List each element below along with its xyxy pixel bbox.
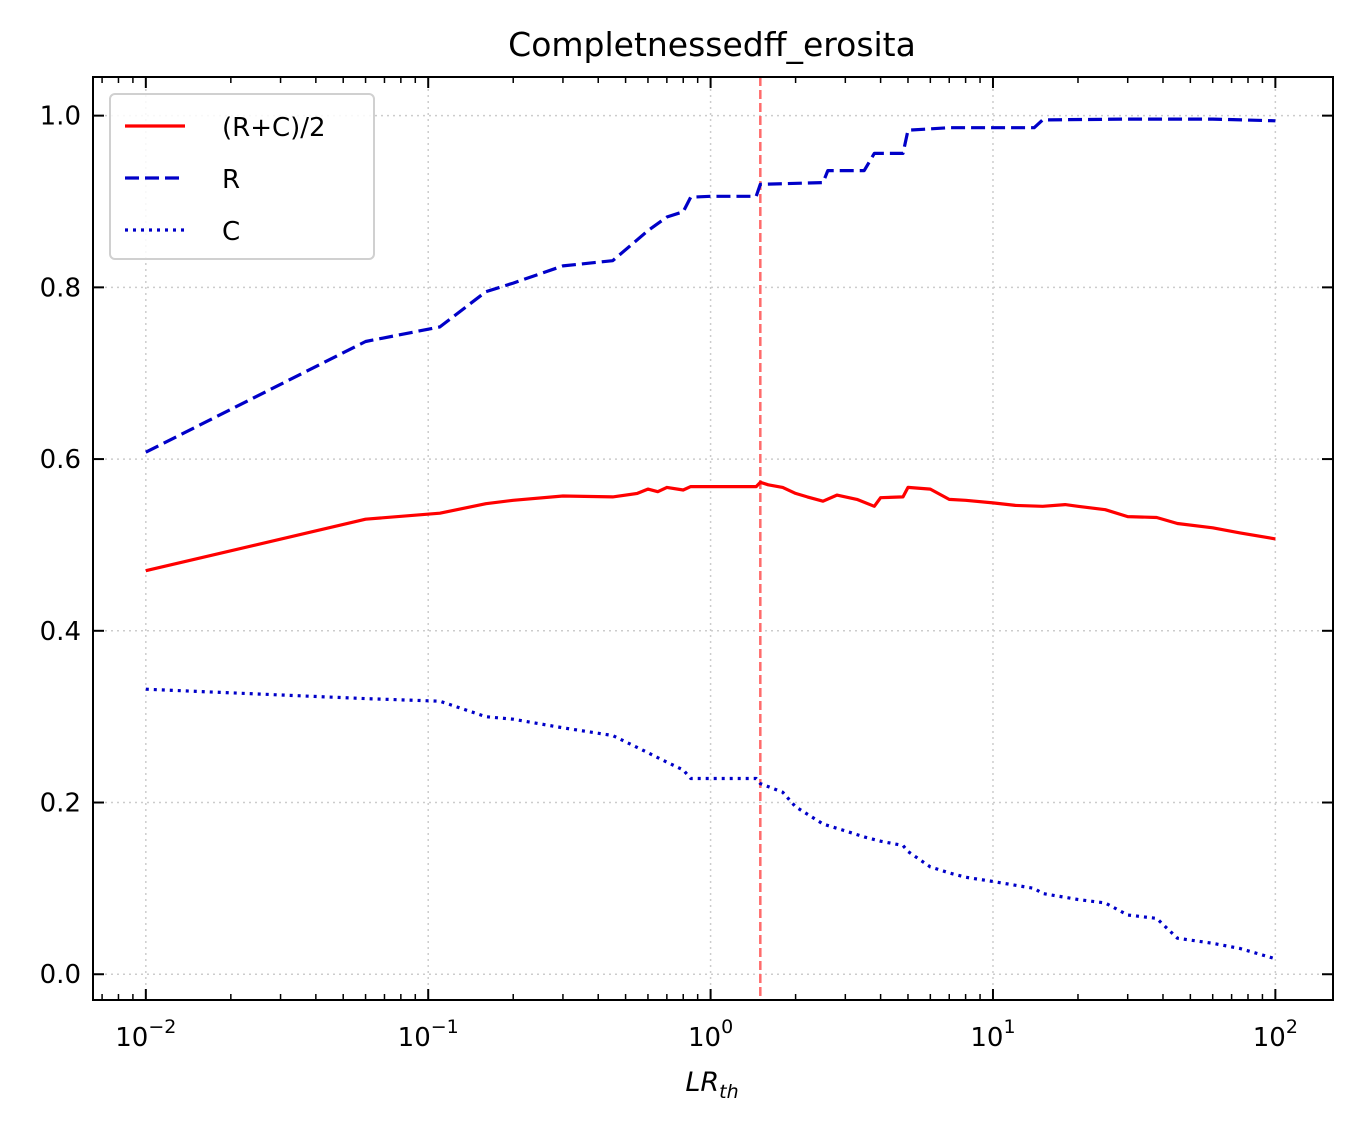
legend-label-c: C [222, 217, 240, 247]
x-tick-label-base: 10 [970, 1023, 1003, 1053]
x-tick-label-exponent: −2 [148, 1016, 176, 1038]
legend-label-r: R [222, 165, 240, 195]
y-tick-label: 0.6 [40, 445, 81, 475]
x-tick-label-exponent: 2 [1286, 1016, 1298, 1038]
x-tick-label: 10−2 [115, 1016, 176, 1053]
y-tick-label: 0.0 [40, 960, 81, 990]
x-axis-label: LRth [685, 1067, 738, 1103]
plot-frame [92, 76, 1334, 1001]
x-tick-label-exponent: −1 [431, 1016, 459, 1038]
x-tick-label: 10−1 [398, 1016, 459, 1053]
x-tick-label-base: 10 [398, 1023, 431, 1053]
x-tick-label-base: 10 [688, 1023, 721, 1053]
x-axis-label-subscript: th [719, 1081, 739, 1103]
y-tick-label: 1.0 [40, 102, 81, 132]
y-tick-label: 0.8 [40, 273, 81, 303]
x-tick-label: 102 [1253, 1016, 1298, 1053]
y-tick-label: 0.2 [40, 789, 81, 819]
legend-box [109, 93, 375, 260]
y-tick-label: 0.4 [40, 617, 81, 647]
x-axis-label-main: LR [685, 1067, 719, 1098]
legend-label-avg: (R+C)/2 [222, 113, 326, 143]
legend: (R+C)/2 RC [109, 93, 375, 260]
axes-frame [92, 76, 1334, 1001]
series-group [145, 117, 1276, 961]
grid [93, 77, 1333, 1000]
series-line-avg [145, 480, 1276, 573]
chart-title: Completnessedff_erosita [508, 25, 916, 64]
x-tick-label: 101 [970, 1016, 1015, 1053]
series-line-r [145, 117, 1276, 454]
series-line-c [145, 687, 1276, 961]
x-tick-label-base: 10 [115, 1023, 148, 1053]
x-tick-label-base: 10 [1253, 1023, 1286, 1053]
x-tick-label-exponent: 0 [721, 1016, 733, 1038]
x-tick-label: 100 [688, 1016, 733, 1053]
x-tick-label-exponent: 1 [1003, 1016, 1015, 1038]
